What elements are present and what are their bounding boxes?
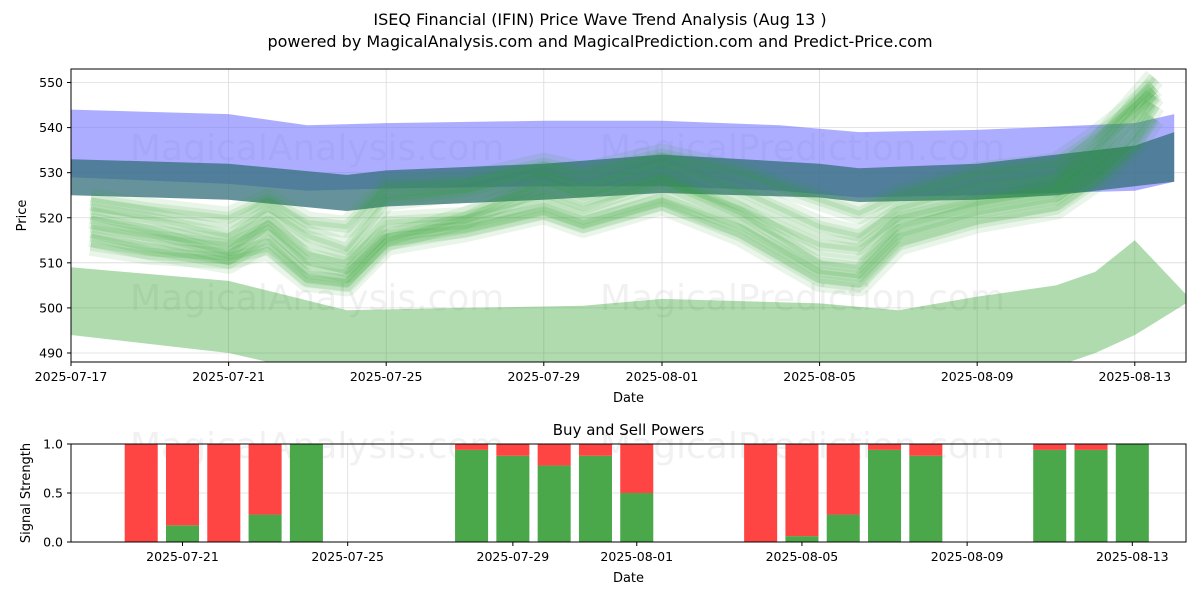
- price-x-axis-label: Date: [613, 391, 644, 406]
- x-tick-label: 2025-07-25: [350, 369, 423, 384]
- y-tick-label: 0.5: [43, 486, 63, 501]
- y-tick-label: 520: [39, 210, 63, 225]
- series-wave-2: [89, 70, 1163, 261]
- buy-bar: [826, 514, 860, 542]
- series-wave-3: [89, 99, 1164, 288]
- buy-bar: [620, 493, 654, 542]
- x-tick-label: 2025-08-09: [931, 549, 1004, 564]
- series-mid-band: [71, 132, 1175, 211]
- buy-bar: [537, 465, 571, 542]
- price-axes-frame: [70, 68, 1187, 363]
- buy-bar: [785, 536, 819, 542]
- wave-stroke: [88, 89, 1164, 292]
- wave-stroke: [90, 94, 1157, 284]
- buy-bar: [909, 455, 943, 542]
- sell-bar: [455, 444, 489, 450]
- wave-stroke: [89, 82, 1159, 233]
- sell-bar: [620, 444, 654, 493]
- sell-bar: [1074, 444, 1108, 450]
- sell-bar: [868, 444, 902, 450]
- wave-stroke: [88, 83, 1162, 274]
- series-wave-6: [89, 112, 1164, 297]
- signal-x-axis-label: Date: [613, 571, 644, 586]
- wave-stroke: [90, 76, 1157, 252]
- y-tick-label: 500: [39, 300, 63, 315]
- wave-stroke: [89, 74, 1160, 256]
- wave-stroke: [90, 85, 1157, 230]
- sell-bar: [744, 444, 778, 542]
- watermark-text: MagicalPrediction.com: [600, 278, 1005, 319]
- chart-title-line1: ISEQ Financial (IFIN) Price Wave Trend A…: [373, 10, 826, 29]
- signal-title: Buy and Sell Powers: [553, 421, 705, 439]
- sell-bar: [909, 444, 943, 456]
- signal-y-axis-label: Signal Strength: [19, 443, 34, 543]
- wave-stroke: [89, 115, 1160, 292]
- buy-bar: [578, 455, 612, 542]
- wave-stroke: [90, 117, 1157, 288]
- sell-bar: [124, 444, 158, 542]
- x-tick-label: 2025-07-29: [507, 369, 580, 384]
- buy-bar: [496, 455, 530, 542]
- sell-bar: [785, 444, 819, 537]
- wave-stroke: [89, 78, 1162, 238]
- x-tick-label: 2025-07-29: [477, 549, 550, 564]
- chart-title-line2: powered by MagicalAnalysis.com and Magic…: [267, 32, 932, 51]
- y-tick-label: 540: [39, 120, 63, 135]
- wave-stroke: [89, 99, 1164, 288]
- buy-bar: [455, 449, 489, 542]
- x-tick-label: 2025-07-25: [311, 549, 384, 564]
- x-tick-label: 2025-08-13: [1096, 549, 1169, 564]
- sell-bar: [165, 444, 200, 526]
- series-wave-5: [89, 78, 1162, 238]
- wave-stroke: [89, 92, 1160, 287]
- series-lower-band: [71, 240, 1186, 362]
- sell-bar: [207, 444, 241, 542]
- y-tick-label: 1.0: [43, 437, 63, 452]
- buy-bar: [1115, 444, 1149, 542]
- x-tick-label: 2025-07-21: [146, 549, 219, 564]
- wave-stroke: [90, 103, 1157, 279]
- price-y-axis-label: Price: [15, 200, 30, 232]
- buy-bar: [1033, 449, 1067, 542]
- signal-panel: MagicalAnalysis.comMagicalPrediction.com…: [19, 421, 1187, 586]
- x-tick-label: 2025-08-01: [626, 369, 699, 384]
- x-tick-label: 2025-08-09: [941, 369, 1014, 384]
- sell-bar: [578, 444, 612, 456]
- y-tick-label: 530: [39, 165, 63, 180]
- y-tick-label: 550: [39, 75, 63, 90]
- price-plot-area: [71, 70, 1186, 362]
- sell-bar: [537, 444, 571, 466]
- y-tick-label: 510: [39, 255, 63, 270]
- wave-stroke: [89, 70, 1163, 261]
- buy-bar: [165, 525, 200, 542]
- x-tick-label: 2025-08-01: [600, 549, 673, 564]
- x-tick-label: 2025-08-05: [783, 369, 856, 384]
- series-wave-4: [88, 89, 1164, 292]
- sell-bar: [1033, 444, 1067, 450]
- y-tick-label: 490: [39, 345, 63, 360]
- sell-bar: [496, 444, 530, 456]
- buy-bar: [1074, 449, 1108, 542]
- series-wave-1: [88, 83, 1162, 274]
- sell-bar: [826, 444, 860, 515]
- wave-stroke: [90, 89, 1157, 266]
- x-tick-label: 2025-08-13: [1098, 369, 1171, 384]
- x-tick-label: 2025-07-21: [192, 369, 265, 384]
- y-tick-label: 0.0: [43, 535, 63, 550]
- wave-stroke: [89, 101, 1160, 283]
- x-tick-label: 2025-07-17: [35, 369, 108, 384]
- buy-bar: [868, 449, 902, 542]
- sell-bar: [248, 444, 282, 515]
- x-tick-label: 2025-08-05: [766, 549, 839, 564]
- buy-bar: [248, 514, 282, 542]
- wave-stroke: [89, 87, 1159, 269]
- watermark-text: MagicalAnalysis.com: [130, 278, 504, 319]
- price-panel: MagicalAnalysis.com MagicalPrediction.com…: [15, 68, 1187, 406]
- wave-stroke: [89, 112, 1164, 297]
- buy-bar: [289, 444, 323, 542]
